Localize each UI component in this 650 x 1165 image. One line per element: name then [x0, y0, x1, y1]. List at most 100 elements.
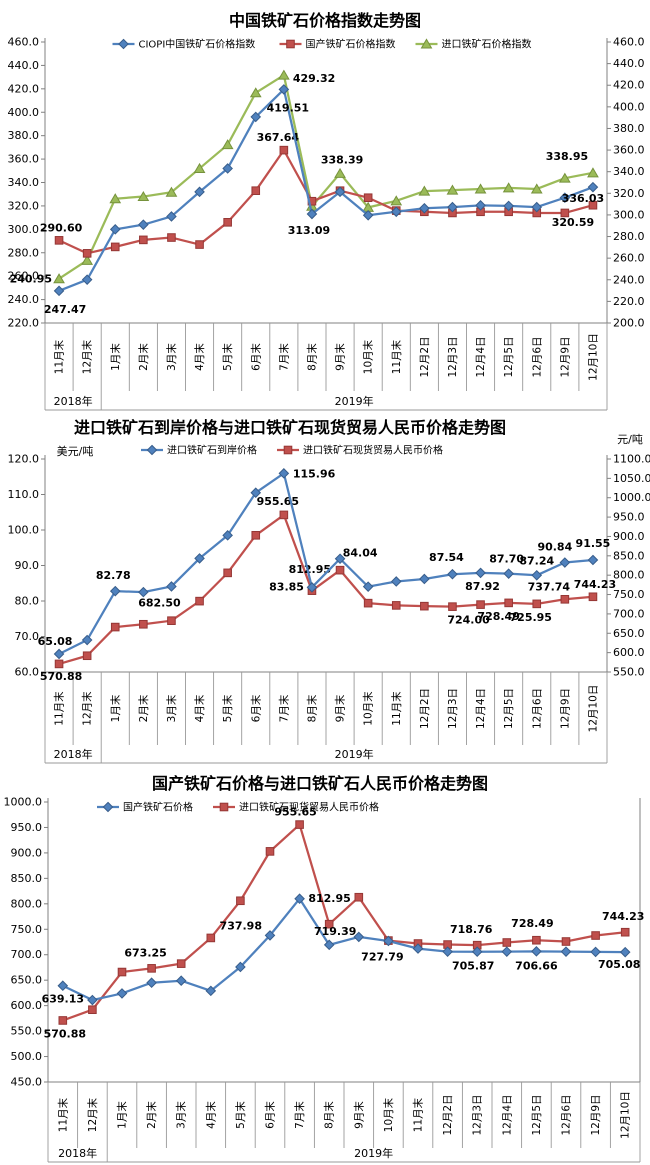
- x-category-label: 12月6日: [531, 336, 543, 377]
- china-iron-ore-index-chart: 中国铁矿石价格指数走势图 460.0 440.0 420.0 400.0 380.0 36…: [0, 0, 650, 415]
- x-category-label: 1月末: [109, 343, 122, 371]
- data-point-label: 313.09: [288, 224, 330, 237]
- data-point-label: 718.76: [450, 923, 493, 936]
- x-category-label: 10月末: [382, 1097, 395, 1132]
- data-point-label: 87.54: [429, 551, 464, 564]
- data-point-label: 724.00: [447, 614, 490, 627]
- triangle-marker: [446, 184, 459, 195]
- x-category-label: 10月末: [362, 339, 375, 374]
- diamond-marker: [419, 202, 430, 214]
- triangle-marker: [390, 195, 403, 206]
- x-axis-labels: 11月末 12月末 1月末 2月末 3月末 4月末 5月末 6月末 7月末 8月末 9月末 10月末 1…: [44, 323, 608, 411]
- y-tick-label: 60.0: [15, 666, 40, 679]
- data-point-label: 65.08: [38, 635, 73, 648]
- square-marker: [167, 233, 176, 242]
- square-marker: [620, 927, 630, 937]
- x-category-label: 11月末: [412, 1097, 425, 1132]
- x-category-label: 12月2日: [419, 336, 431, 377]
- x-category-label: 6月末: [249, 343, 262, 371]
- x-category-label: 10月末: [362, 691, 375, 726]
- square-marker: [324, 919, 334, 929]
- square-marker: [279, 145, 289, 155]
- right-tick-label: 700.0: [613, 607, 645, 620]
- diamond-marker: [166, 211, 177, 222]
- x-category-label: 12月4日: [475, 688, 487, 729]
- year-group-label: 2019年: [354, 1146, 393, 1160]
- y-tick-label: 650.0: [11, 974, 43, 987]
- square-marker: [560, 208, 570, 218]
- x-category-label: 12月9日: [559, 688, 571, 729]
- data-point-label: 706.66: [515, 959, 558, 972]
- data-point-label: 744.23: [602, 910, 644, 923]
- x-category-label: 11月末: [56, 1097, 69, 1132]
- triangle-marker: [530, 183, 543, 194]
- data-point-label: 247.47: [44, 303, 86, 316]
- y-tick-label: 800.0: [11, 897, 43, 910]
- y-tick-label: 600.0: [11, 999, 43, 1012]
- x-category-label: 12月6日: [561, 1094, 573, 1135]
- x-category-label: 12月3日: [472, 1094, 484, 1135]
- x-category-label: 12月5日: [503, 336, 515, 377]
- triangle-marker: [334, 167, 346, 178]
- legend-label: 进口铁矿石现货贸易人民币价格: [239, 801, 379, 814]
- diamond-marker: [278, 468, 290, 479]
- x-category-label: 12月末: [86, 1097, 99, 1132]
- x-category-label: 12月5日: [531, 1094, 543, 1135]
- data-point-label: 336.03: [562, 192, 604, 205]
- y-tick-label: 360.0: [8, 153, 40, 166]
- y-tick-label: 220.0: [8, 317, 40, 330]
- y-tick-label: 500.0: [11, 1050, 43, 1063]
- right-tick-label: 220.0: [613, 295, 645, 308]
- x-category-label: 11月末: [390, 691, 403, 726]
- y-tick-label: 110.0: [8, 488, 40, 501]
- square-marker: [363, 598, 373, 608]
- diamond-marker: [53, 285, 65, 297]
- diamond-marker: [81, 274, 93, 285]
- diamond-marker: [306, 582, 318, 593]
- right-tick-label: 650.0: [613, 627, 645, 640]
- x-category-label: 6月末: [264, 1101, 277, 1129]
- diamond-marker: [531, 201, 543, 213]
- y-tick-label: 70.0: [15, 630, 40, 643]
- data-point-label: 955.65: [257, 495, 299, 508]
- y-tick-label: 80.0: [15, 595, 40, 608]
- data-point-label: 955.65: [274, 806, 316, 819]
- diamond-marker: [109, 585, 121, 597]
- square-marker: [110, 242, 120, 252]
- square-marker: [504, 598, 513, 608]
- series-triangle: 240.95 429.32 338.39 338.95: [10, 69, 599, 286]
- series-line: [62, 823, 626, 1022]
- series-diamond: 639.13 737.98 719.39 705.87 706.66 705.08: [42, 893, 640, 1006]
- legend-item: 进口铁矿石价格指数: [415, 38, 532, 51]
- square-marker: [265, 847, 275, 856]
- legend-item: 进口铁矿石现货贸易人民币价格: [277, 444, 443, 457]
- square-marker: [223, 568, 232, 578]
- x-category-label: 12月3日: [447, 336, 459, 377]
- x-category-label: 12月9日: [559, 336, 571, 377]
- square-marker: [195, 240, 204, 249]
- square-marker-legend: [283, 445, 293, 455]
- diamond-marker-legend: [118, 38, 129, 50]
- y-tick-label: 420.0: [8, 82, 40, 95]
- square-marker: [354, 892, 364, 902]
- square-marker: [420, 601, 429, 611]
- square-marker: [476, 600, 485, 609]
- series-square: 570.88 682.50 955.65 812.95 724.00728.49725.…: [40, 495, 616, 683]
- diamond-marker: [116, 988, 128, 999]
- square-marker: [448, 602, 457, 611]
- y-tick-label: 340.0: [8, 176, 40, 189]
- legend-item: CIOPI中国铁矿石价格指数: [112, 38, 255, 51]
- right-tick-label: 360.0: [613, 144, 645, 157]
- right-tick-label: 200.0: [613, 317, 645, 330]
- triangle-marker: [558, 172, 571, 183]
- square-marker-legend: [286, 39, 295, 49]
- square-marker: [502, 938, 512, 947]
- y-tick-label: 950.0: [11, 821, 43, 834]
- triangle-marker: [193, 162, 206, 173]
- legend-item: 国产铁矿石价格指数: [279, 38, 396, 51]
- y-tick-label: 300.0: [8, 223, 40, 236]
- right-tick-label: 340.0: [613, 165, 645, 178]
- right-tick-label: 280.0: [613, 230, 645, 243]
- square-marker: [588, 200, 598, 210]
- diamond-marker: [334, 186, 346, 198]
